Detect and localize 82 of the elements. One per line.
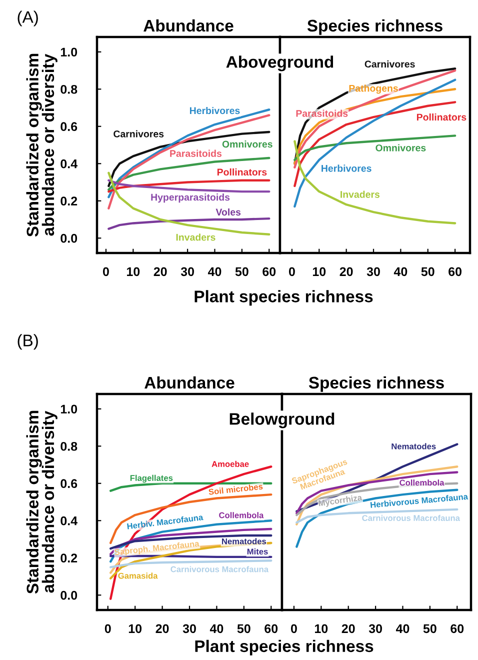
x-tick-label: 0	[104, 624, 111, 634]
x-tick-label: 30	[180, 267, 194, 276]
series-label: Collembola	[400, 479, 444, 486]
y-tick-label: 0.0	[60, 234, 78, 243]
x-tick-label: 50	[423, 624, 436, 634]
series-label: Carnivorous Macrofauna	[362, 514, 460, 521]
series-label: Carnivores	[114, 130, 164, 138]
x-tick-label: 40	[396, 624, 410, 634]
chart-title: Species richness	[307, 19, 442, 35]
series-label: Voles	[216, 208, 241, 216]
x-tick-label: 0	[288, 267, 295, 276]
text: (B)	[18, 334, 38, 350]
annotation: Aboveground	[226, 56, 334, 72]
series-label: Hyperparasitoids	[151, 194, 230, 203]
x-tick-label: 40	[208, 267, 222, 276]
series-label: Collembola	[219, 512, 264, 518]
series-label: Herbivores	[322, 164, 372, 172]
chart-title: Abundance	[144, 376, 234, 389]
text: Herbiv. Macrofauna	[127, 514, 204, 530]
chart-title: Abundance	[144, 19, 234, 32]
series-label: Carnivores	[364, 60, 415, 68]
x-tick-label: 20	[342, 624, 355, 634]
series-label: Herbivorous Macrofauna	[370, 493, 468, 508]
y-tick-label: 0.6	[60, 479, 78, 488]
x-tick-label: 0	[102, 267, 109, 276]
series-label: Pathogens	[349, 84, 398, 94]
series-label: Flagellates	[130, 474, 173, 483]
y-tick-label: 0.2	[60, 554, 78, 563]
y-tick-label: 0.8	[60, 84, 78, 94]
text: Saproph. Macrofauna	[114, 540, 200, 557]
series-label: Omnivores	[376, 144, 426, 152]
x-tick-label: 20	[154, 267, 167, 276]
x-tick-label: 20	[156, 624, 169, 634]
y-tick-label: 0.4	[60, 159, 78, 168]
x-tick-label: 60	[264, 624, 278, 634]
series-label: Nematodes	[222, 538, 266, 544]
x-tick-label: 50	[237, 624, 250, 634]
x-tick-label: 0	[290, 624, 297, 634]
y-tick-label: 0.4	[60, 516, 78, 526]
y-tick-label: 0.8	[60, 442, 78, 451]
series-label: Parasitoids	[170, 150, 222, 157]
chart-title: Species richness	[308, 376, 444, 392]
series-label: Pollinators	[217, 168, 267, 176]
annotation: Belowground	[230, 412, 334, 428]
x-tick-label: 50	[235, 267, 248, 276]
x-tick-label: 40	[394, 267, 408, 276]
series-label: Carnivorous Macrofauna	[170, 566, 269, 572]
y-tick-label: 0.0	[60, 590, 78, 600]
x-tick-label: 10	[127, 267, 140, 276]
x-tick-label: 60	[262, 267, 276, 276]
x-tick-label: 60	[450, 624, 464, 634]
text: Mycorrhiza	[318, 494, 363, 508]
y-tick-label: 0.6	[60, 122, 78, 132]
x-axis-title: Plant species richness	[195, 640, 374, 656]
x-tick-label: 50	[421, 267, 434, 276]
series-label: Herbivores	[190, 106, 240, 114]
series-label: Nematodes	[392, 443, 436, 450]
y-axis-title: Standardized organism abundance or diversity	[26, 54, 58, 237]
text: (A)	[18, 10, 38, 26]
x-tick-label: 20	[340, 267, 353, 276]
x-tick-label: 30	[368, 624, 382, 634]
series-label: Invaders	[176, 234, 216, 241]
text: Soil microbes	[208, 483, 263, 495]
x-tick-label: 10	[312, 267, 326, 276]
x-axis-title: Plant species richness	[194, 290, 373, 306]
x-tick-label: 10	[314, 624, 328, 634]
series-label: Gamasida	[118, 572, 158, 579]
x-tick-label: 30	[182, 624, 196, 634]
series-label: Parasitoids	[296, 110, 348, 117]
series-label: Omnivores	[222, 140, 272, 148]
series-label: Pollinators	[416, 113, 466, 121]
series-label: Amoebae	[212, 460, 249, 467]
y-tick-label: 1.0	[60, 48, 78, 57]
y-axis-title: Standardized organism abundance or diversity	[26, 410, 58, 594]
series-label: Mites	[247, 548, 268, 555]
y-tick-label: 1.0	[60, 404, 78, 414]
series-label: Invaders	[340, 190, 380, 198]
x-tick-label: 60	[448, 267, 462, 276]
x-tick-label: 30	[366, 267, 380, 276]
x-tick-label: 40	[210, 624, 224, 634]
y-tick-label: 0.2	[60, 196, 78, 206]
x-tick-label: 10	[128, 624, 142, 634]
